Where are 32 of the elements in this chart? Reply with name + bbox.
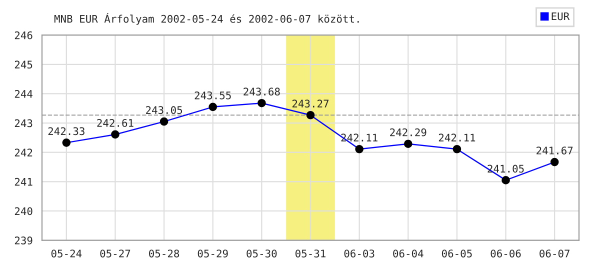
- x-tick-label: 05-29: [198, 250, 228, 258]
- data-label: 241.05: [488, 164, 524, 173]
- y-tick-label: 245: [14, 60, 32, 69]
- x-tick-label: 05-27: [100, 250, 130, 258]
- data-label: 243.55: [194, 91, 231, 100]
- x-tick-label: 05-28: [149, 250, 180, 258]
- data-label: 242.61: [97, 119, 134, 127]
- data-label: 241.67: [536, 146, 573, 154]
- legend-label: EUR: [552, 12, 570, 20]
- data-label: 242.11: [341, 134, 378, 142]
- x-tick-label: 06-07: [540, 250, 570, 258]
- x-tick-label: 05-30: [246, 250, 277, 258]
- y-tick-label: 239: [14, 236, 32, 244]
- x-tick-label: 05-31: [296, 250, 326, 258]
- data-label: 243.68: [244, 88, 280, 96]
- x-tick-label: 06-05: [442, 250, 472, 258]
- data-label: 242.29: [390, 128, 426, 136]
- y-tick-label: 243: [14, 119, 32, 128]
- chart-title: MNB EUR Árfolyam 2002-05-24 és 2002-06-07 között.: [54, 13, 359, 25]
- y-tick-label: 240: [14, 207, 32, 216]
- x-tick-label: 05-24: [51, 250, 82, 258]
- data-label: 243.27: [292, 100, 329, 108]
- x-tick-label: 06-03: [344, 250, 374, 258]
- y-tick-label: 244: [14, 90, 32, 98]
- data-label: 242.11: [438, 134, 476, 142]
- x-tick-label: 06-06: [490, 250, 521, 258]
- y-tick-label: 242: [14, 148, 32, 156]
- y-tick-label: 246: [14, 31, 32, 40]
- y-tick-label: 241: [14, 178, 32, 186]
- x-tick-label: 06-04: [393, 250, 424, 258]
- data-label: 242.33: [48, 127, 84, 136]
- data-label: 243.05: [146, 106, 182, 114]
